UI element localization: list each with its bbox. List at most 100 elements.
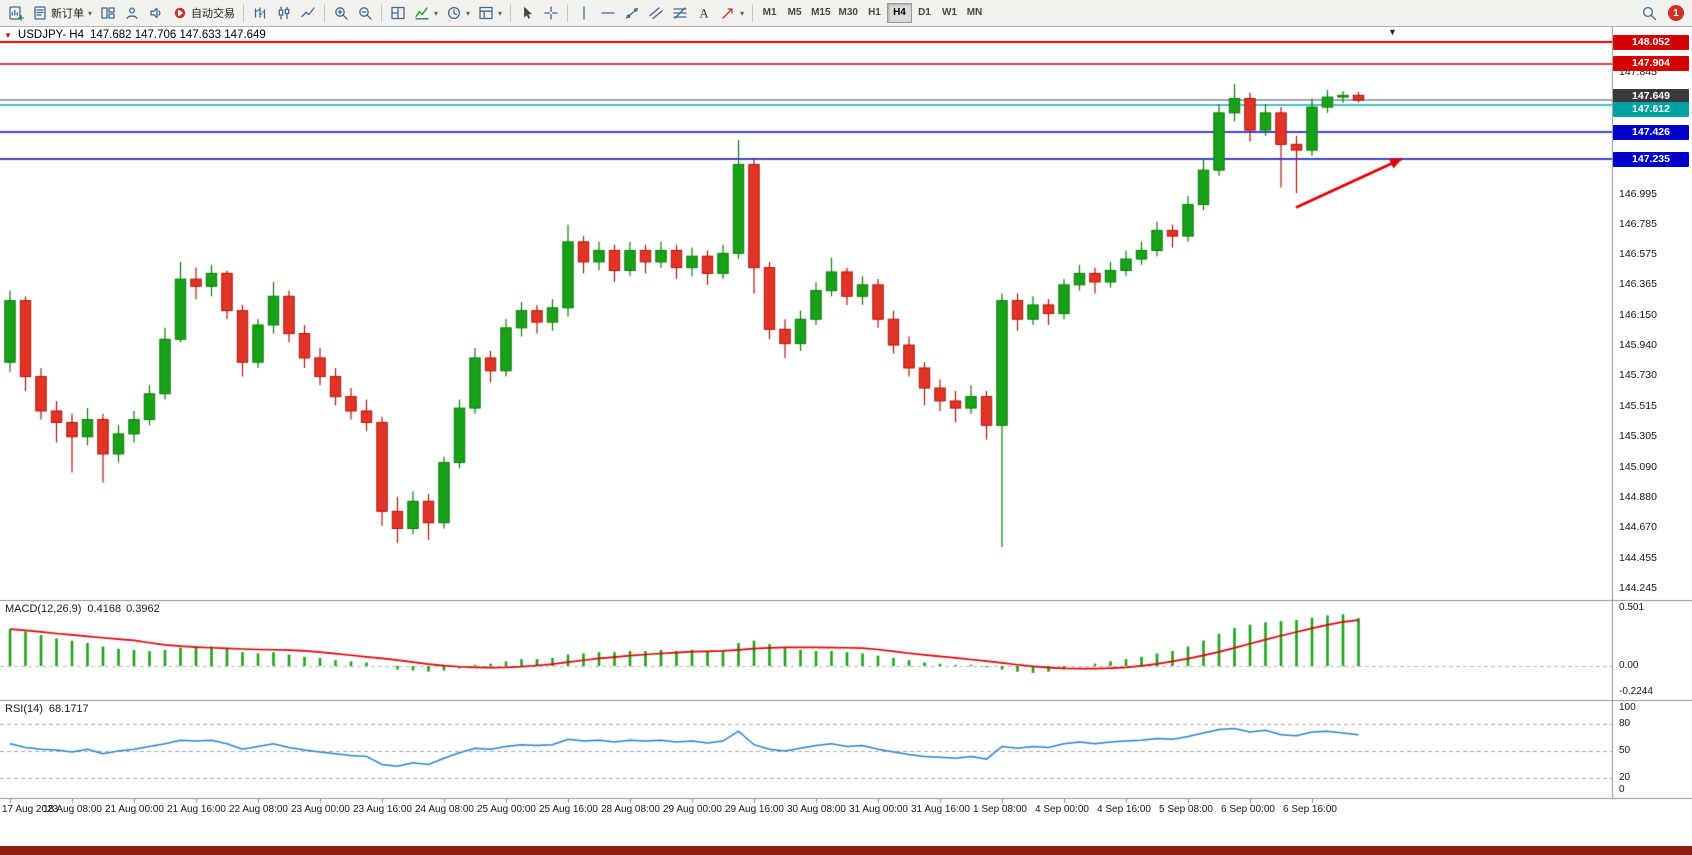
trendline-button[interactable]: [620, 2, 644, 24]
rsi-scale-label: 0: [1619, 784, 1625, 795]
indicators-button[interactable]: ▾: [410, 2, 442, 24]
line-icon: [300, 5, 316, 21]
chevron-down-icon: ▾: [88, 8, 93, 18]
time-tick: 31 Aug 00:00: [849, 804, 908, 815]
tile-windows-button[interactable]: [386, 2, 410, 24]
toolbar: 新订单 ▾ 自动交易 ▾ ▾ ▾ A ▾ M1 M5 M15 M30 H1 H4 D1 W1 MN 1: [0, 0, 1692, 27]
template-icon: [478, 5, 494, 21]
chevron-down-icon: ▾: [740, 8, 745, 18]
macd-name: MACD(12,26,9): [5, 603, 82, 615]
arrows-object-button[interactable]: ▾: [716, 2, 748, 24]
bars-icon: [252, 5, 268, 21]
price-line-badge: 147.235: [1613, 151, 1689, 167]
new-order-button[interactable]: 新订单 ▾: [28, 2, 96, 24]
line-chart-type-button[interactable]: [296, 2, 320, 24]
time-tick: 6 Sep 00:00: [1221, 804, 1275, 815]
tile-icon: [390, 5, 406, 21]
rsi-scale-label: 50: [1619, 745, 1631, 756]
timeframe-h4-button[interactable]: H4: [886, 3, 912, 23]
price-tick: 145.515: [1619, 399, 1657, 412]
new-order-icon: [32, 5, 48, 21]
time-tick: 4 Sep 00:00: [1035, 804, 1089, 815]
channel-icon: [648, 5, 664, 21]
collapse-icon[interactable]: ▼: [4, 30, 12, 40]
price-tick: 145.730: [1619, 369, 1657, 382]
layouts-icon: [100, 5, 116, 21]
toolbar-separator: [510, 4, 512, 22]
price-tick: 144.880: [1619, 490, 1657, 503]
timeframe-m5-button[interactable]: M5: [787, 7, 802, 18]
hline-icon: [600, 5, 616, 21]
rsi-scale-label: 80: [1619, 718, 1631, 729]
layouts-button[interactable]: [96, 2, 120, 24]
macd-scale-label: -0.2244: [1619, 685, 1653, 697]
zoom-out-icon: [357, 5, 373, 21]
price-line-badge: 148.052: [1613, 34, 1689, 50]
price-tick: 145.305: [1619, 430, 1657, 443]
timeframe-mn-button[interactable]: MN: [966, 7, 983, 18]
vline-icon: [576, 5, 592, 21]
zoom-in-button[interactable]: [329, 2, 353, 24]
bar-chart-type-button[interactable]: [248, 2, 272, 24]
profiles-icon: [124, 5, 140, 21]
periods-button[interactable]: ▾: [442, 2, 474, 24]
notifications-badge[interactable]: 1: [1668, 5, 1684, 21]
price-scale[interactable]: 147.845 146.995 146.785 146.575 146.365 146.1…: [1612, 27, 1692, 798]
timeframe-m15-button[interactable]: M15: [811, 7, 831, 18]
zoom-out-button[interactable]: [353, 2, 377, 24]
time-tick: 21 Aug 00:00: [105, 804, 164, 815]
timeframe-m1-button[interactable]: M1: [762, 7, 777, 18]
sound-alert-button[interactable]: [144, 2, 168, 24]
svg-text:A: A: [700, 7, 709, 21]
time-tick: 4 Sep 16:00: [1097, 804, 1151, 815]
text-label-button[interactable]: A: [692, 2, 716, 24]
crosshair-button[interactable]: [539, 2, 563, 24]
horizontal-line-button[interactable]: [596, 2, 620, 24]
new-order-button-label: 新订单: [51, 8, 84, 20]
time-tick: 24 Aug 08:00: [415, 804, 474, 815]
arrow-icon: [720, 5, 736, 21]
timeframe-d1-button[interactable]: D1: [918, 7, 931, 18]
cursor-icon: [519, 5, 535, 21]
toolbar-right-group: 1: [1637, 2, 1684, 24]
channel-button[interactable]: [644, 2, 668, 24]
candlestick-chart-type-button[interactable]: [272, 2, 296, 24]
time-scale[interactable]: 17 Aug 2023 18 Aug 08:00 21 Aug 00:00 21 Au…: [0, 798, 1612, 846]
timeframe-h1-button[interactable]: H1: [868, 7, 881, 18]
time-tick: 31 Aug 16:00: [911, 804, 970, 815]
chart-ohlc-readout: 147.682 147.706 147.633 147.649: [89, 29, 266, 41]
price-tick: 146.995: [1619, 187, 1657, 200]
timeframe-m30-button[interactable]: M30: [838, 7, 858, 18]
new-chart-icon: [8, 5, 24, 21]
time-tick: 22 Aug 08:00: [229, 804, 288, 815]
timeframe-w1-button[interactable]: W1: [941, 7, 957, 18]
candles-icon: [276, 5, 292, 21]
rsi-name: RSI(14): [5, 703, 43, 715]
rsi-scale-label: 100: [1619, 702, 1636, 713]
auto-trading-button-label: 自动交易: [191, 8, 236, 20]
chart-canvas[interactable]: [0, 27, 1692, 855]
fibonacci-button[interactable]: [668, 2, 692, 24]
auto-trading-button[interactable]: 自动交易: [168, 2, 239, 24]
macd-main-value: 0.4168: [87, 603, 122, 615]
clock-icon: [446, 5, 462, 21]
price-tick: 144.245: [1619, 581, 1657, 594]
vertical-line-button[interactable]: [572, 2, 596, 24]
price-tick: 144.455: [1619, 551, 1657, 564]
chart-symbol-timeframe: USDJPY- H4: [17, 29, 84, 41]
profiles-button[interactable]: [120, 2, 144, 24]
price-tick: 144.670: [1619, 521, 1657, 534]
price-tick: 145.090: [1619, 460, 1657, 473]
time-tick: 30 Aug 08:00: [787, 804, 846, 815]
text-icon: A: [696, 5, 712, 21]
chart-area: ▼ USDJPY- H4 147.682 147.706 147.633 147…: [0, 27, 1692, 855]
search-button[interactable]: [1637, 2, 1661, 24]
new-chart-button[interactable]: [4, 2, 28, 24]
cursor-button[interactable]: [515, 2, 539, 24]
toolbar-separator: [752, 4, 754, 22]
price-tick: 146.575: [1619, 248, 1657, 261]
templates-button[interactable]: ▾: [474, 2, 506, 24]
time-tick: 1 Sep 08:00: [973, 804, 1027, 815]
price-tick: 146.365: [1619, 278, 1657, 291]
